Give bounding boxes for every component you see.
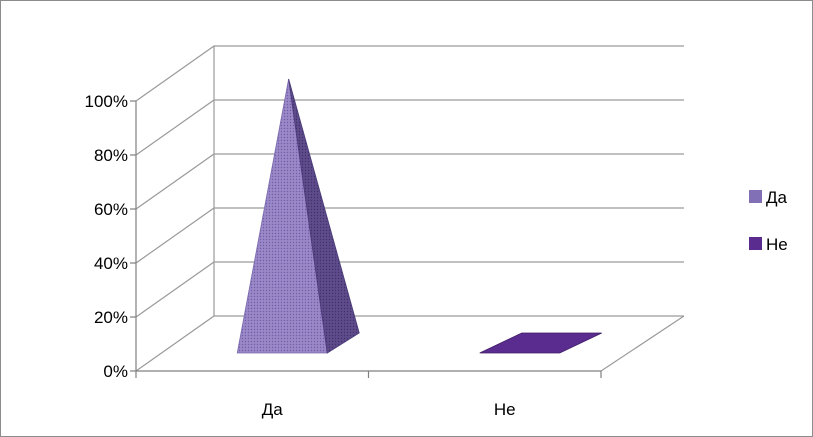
legend-label: Не [766, 235, 788, 254]
x-tick-label: Не [494, 400, 516, 419]
gridline [135, 207, 684, 264]
y-tick-label: 0% [103, 362, 128, 381]
gridline [135, 99, 684, 156]
pyramid-flat-base [479, 332, 602, 354]
y-tick-label: 60% [94, 200, 128, 219]
x-tick-label: Да [262, 400, 284, 419]
pyramid-mark [236, 78, 360, 354]
gridline [135, 153, 684, 210]
legend-label: Да [766, 188, 788, 207]
y-tick-label: 100% [85, 92, 128, 111]
y-tick-label: 20% [94, 308, 128, 327]
gridline [135, 261, 684, 318]
grid-layer [135, 45, 685, 372]
gridline [135, 45, 684, 102]
floor-edge [600, 315, 685, 372]
legend-key [749, 190, 762, 203]
pyramid-side-face [288, 78, 360, 354]
legend-key [749, 237, 762, 250]
axis-layer: 0% 20% 40% 60% 80% 100% Да Не [85, 92, 602, 419]
pyramid-mark [479, 332, 602, 354]
y-tick-label: 80% [94, 146, 128, 165]
y-tick-label: 40% [94, 254, 128, 273]
marks-layer [236, 78, 602, 354]
legend: Да Не [749, 188, 788, 254]
gridline [135, 315, 684, 372]
